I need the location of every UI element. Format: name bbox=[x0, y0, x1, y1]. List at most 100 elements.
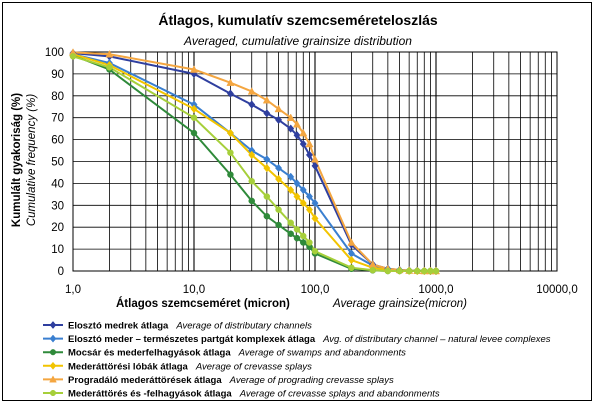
data-point bbox=[189, 65, 199, 73]
data-point bbox=[414, 267, 421, 275]
data-point bbox=[287, 230, 294, 238]
legend-label-en: Average of swamps and abandonments bbox=[238, 348, 406, 359]
x-tick-label: 1000,0 bbox=[418, 284, 453, 296]
data-point bbox=[247, 87, 256, 95]
data-point bbox=[226, 128, 234, 138]
data-point bbox=[248, 197, 255, 205]
data-point bbox=[432, 267, 440, 275]
y-tick-label: 100 bbox=[45, 47, 64, 59]
data-point bbox=[299, 185, 307, 195]
data-point bbox=[263, 109, 271, 118]
legend-label-en: Average of distributary channels bbox=[175, 321, 312, 332]
data-point bbox=[299, 198, 307, 208]
data-point bbox=[49, 375, 57, 383]
data-point bbox=[300, 232, 307, 240]
data-point bbox=[227, 149, 234, 156]
data-point bbox=[226, 78, 235, 86]
y-axis-label-en: Cumulative frequency (%) bbox=[26, 94, 38, 226]
data-point bbox=[49, 389, 57, 397]
legend-label-en: Average of crevasse splays and abandonme… bbox=[239, 389, 440, 400]
data-point bbox=[405, 267, 413, 275]
x-tick-label: 1,0 bbox=[65, 284, 81, 296]
data-point bbox=[263, 213, 271, 220]
data-point bbox=[227, 171, 234, 178]
data-point bbox=[287, 185, 295, 195]
legend-label-en: Average of crevasse splays bbox=[195, 361, 312, 372]
data-point bbox=[190, 129, 198, 137]
y-tick-label: 0 bbox=[58, 266, 64, 278]
y-tick-label: 30 bbox=[51, 200, 64, 212]
data-point bbox=[287, 124, 295, 133]
data-point bbox=[299, 128, 308, 137]
data-point bbox=[287, 219, 294, 227]
y-tick-label: 10 bbox=[51, 244, 64, 256]
x-tick-label: 10,0 bbox=[183, 284, 205, 296]
y-tick-label: 80 bbox=[51, 91, 64, 103]
data-point bbox=[287, 172, 295, 182]
x-axis-label-en: Average grainsize(micron) bbox=[332, 298, 467, 310]
y-tick-label: 50 bbox=[51, 157, 64, 169]
data-point bbox=[305, 205, 313, 214]
data-point bbox=[292, 120, 302, 128]
legend-label: Progradáló mederáttörések átlaga bbox=[68, 375, 222, 386]
data-point bbox=[306, 239, 313, 246]
data-point bbox=[275, 115, 283, 125]
data-point bbox=[311, 248, 319, 255]
data-point bbox=[190, 104, 198, 114]
x-tick-label: 10000,0 bbox=[536, 284, 578, 296]
data-point bbox=[275, 221, 282, 229]
y-tick-label: 70 bbox=[51, 113, 64, 125]
data-point bbox=[105, 49, 114, 58]
data-point bbox=[305, 139, 314, 148]
legend-label-en: Avg. of distributary channel – natural l… bbox=[322, 334, 551, 345]
data-point bbox=[311, 198, 319, 208]
data-point bbox=[347, 255, 355, 265]
data-point bbox=[248, 150, 256, 160]
y-tick-labels: 0 10 20 30 40 50 60 70 80 90 100 bbox=[45, 47, 64, 278]
data-point bbox=[310, 155, 320, 163]
y-tick-label: 40 bbox=[51, 178, 64, 190]
data-point bbox=[263, 155, 271, 164]
data-point bbox=[248, 100, 256, 109]
data-point bbox=[275, 163, 283, 173]
chart-title: Átlagos, kumulatív szemcseméreteloszlás bbox=[158, 12, 438, 28]
data-point bbox=[49, 349, 57, 356]
data-point bbox=[311, 161, 319, 171]
data-point bbox=[286, 113, 295, 121]
data-point bbox=[274, 104, 283, 113]
data-point bbox=[299, 139, 307, 149]
data-point bbox=[427, 267, 434, 275]
data-point bbox=[190, 114, 198, 121]
legend-label: Mederáttörés és -felhagyások átlaga bbox=[68, 389, 232, 400]
data-point bbox=[305, 150, 313, 160]
legend-label: Mederáttörési lóbák átlaga bbox=[68, 361, 189, 372]
data-point bbox=[263, 193, 271, 200]
data-point bbox=[226, 89, 234, 98]
data-point bbox=[396, 267, 403, 275]
data-point bbox=[311, 214, 319, 223]
y-tick-label: 90 bbox=[51, 69, 64, 81]
data-point bbox=[384, 267, 392, 275]
legend-label-en: Average of prograding crevasse splays bbox=[229, 375, 394, 386]
y-tick-label: 60 bbox=[51, 135, 64, 147]
data-point bbox=[275, 174, 283, 184]
legend-label: Elosztó meder – természetes partgát komp… bbox=[68, 334, 316, 345]
data-point bbox=[293, 131, 301, 140]
data-point bbox=[347, 238, 356, 246]
legend-label: Elosztó medrek átlaga bbox=[68, 321, 169, 332]
data-point bbox=[300, 239, 307, 246]
data-point bbox=[369, 266, 376, 274]
data-point bbox=[263, 163, 271, 173]
data-point bbox=[49, 321, 57, 329]
data-point bbox=[293, 226, 301, 233]
x-axis-label: Átlagos szemcseméret (micron) bbox=[116, 297, 290, 310]
data-point bbox=[262, 95, 271, 104]
data-point bbox=[248, 177, 255, 185]
data-point bbox=[293, 234, 301, 242]
data-point bbox=[106, 64, 113, 71]
data-point bbox=[293, 179, 301, 188]
grid-lines bbox=[73, 52, 557, 271]
data-point bbox=[49, 334, 57, 343]
data-point bbox=[421, 267, 428, 275]
